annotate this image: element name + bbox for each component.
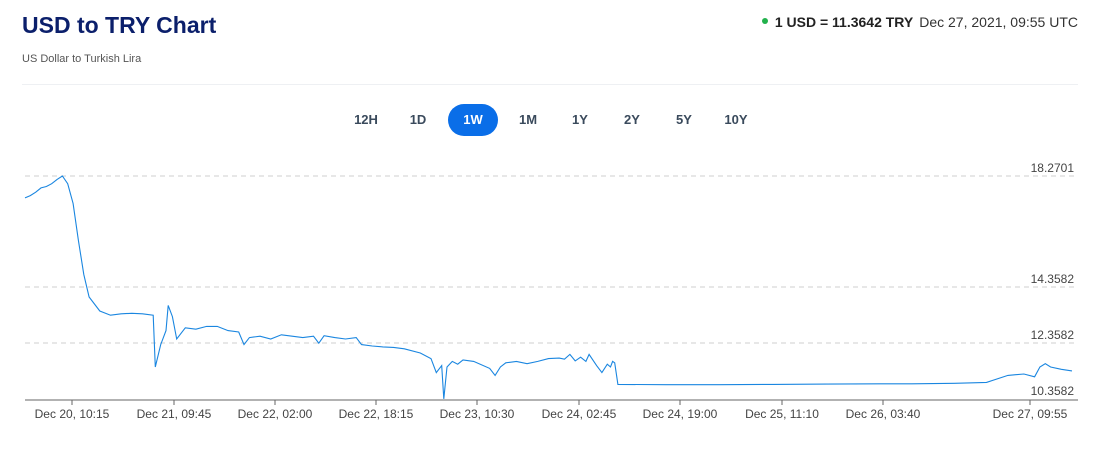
tab-2y[interactable]: 2Y (624, 112, 640, 127)
y-tick-label: 14.3582 (1031, 272, 1075, 286)
x-tick-label: Dec 20, 10:15 (35, 407, 110, 421)
x-tick-label: Dec 22, 02:00 (238, 407, 313, 421)
x-tick-label: Dec 21, 09:45 (137, 407, 212, 421)
x-tick-label: Dec 26, 03:40 (846, 407, 921, 421)
y-tick-label: 18.2701 (1031, 161, 1075, 175)
chart-subtitle: US Dollar to Turkish Lira (22, 53, 142, 65)
tab-1w[interactable]: 1W (448, 104, 498, 136)
x-tick-label: Dec 27, 09:55 (993, 407, 1068, 421)
x-tick-label: Dec 22, 18:15 (339, 407, 414, 421)
tab-1m[interactable]: 1M (518, 112, 538, 127)
tab-1d[interactable]: 1D (409, 112, 427, 127)
x-axis-ticks: Dec 20, 10:15 Dec 21, 09:45 Dec 22, 02:00 D… (35, 400, 1068, 421)
y-axis-labels: 18.2701 14.3582 12.3582 10.3582 (1031, 161, 1075, 398)
x-tick-label: Dec 25, 11:10 (745, 407, 819, 421)
tab-1y[interactable]: 1Y (572, 112, 588, 127)
rate-value: 1 USD = 11.3642 TRY (774, 14, 914, 30)
rate-timestamp: Dec 27, 2021, 09:55 UTC (919, 14, 1078, 30)
status-dot-icon (761, 18, 768, 25)
x-tick-label: Dec 24, 02:45 (542, 407, 617, 421)
current-rate: 1 USD = 11.3642 TRY Dec 27, 2021, 09:55 U… (761, 14, 1078, 30)
series-line (24, 175, 1073, 399)
x-tick-label: Dec 24, 19:00 (643, 407, 718, 421)
grid-lines (25, 175, 1078, 344)
range-tabs: 12H 1D 1W 1M 1Y 2Y 5Y 10Y (0, 104, 1098, 136)
chart-title: USD to TRY Chart (22, 12, 217, 38)
tab-10y[interactable]: 10Y (724, 112, 748, 127)
x-tick-label: Dec 23, 10:30 (440, 407, 515, 421)
tab-12h[interactable]: 12H (354, 112, 378, 127)
header-divider (22, 84, 1078, 85)
y-tick-label: 10.3582 (1031, 384, 1075, 398)
y-tick-label: 12.3582 (1031, 328, 1075, 342)
tab-5y[interactable]: 5Y (676, 112, 692, 127)
